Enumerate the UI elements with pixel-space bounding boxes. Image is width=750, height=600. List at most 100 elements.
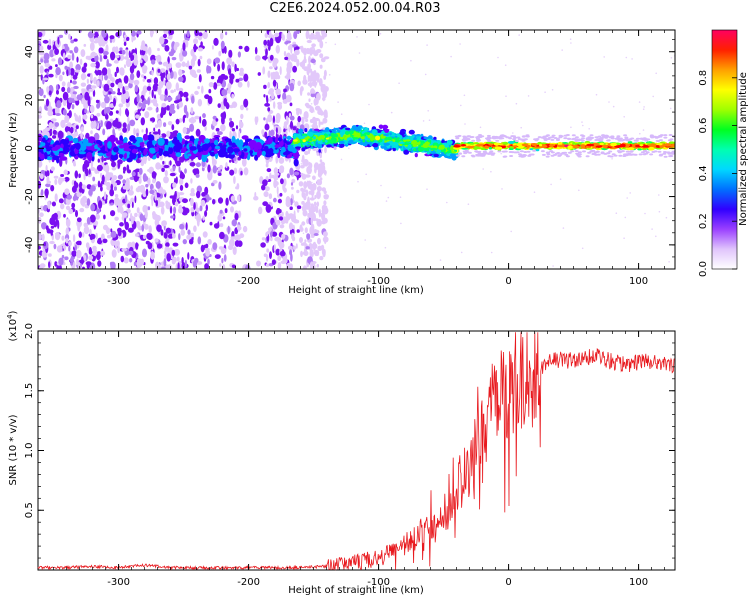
spectrogram-cell	[171, 249, 176, 257]
spectrogram-cell	[234, 212, 239, 221]
spectrogram-cell	[80, 82, 87, 87]
spectrogram-cell	[307, 212, 311, 219]
spectrogram-cell	[166, 96, 173, 102]
spectrogram-cell	[90, 130, 93, 135]
spectrogram-cell	[269, 98, 272, 102]
spectrogram-cell	[552, 265, 554, 267]
spectrogram-cell	[220, 73, 226, 78]
spectrogram-cell	[100, 186, 103, 192]
spectrogram-cell	[270, 129, 275, 137]
spectrogram-cell	[152, 131, 159, 135]
spectrogram-cell	[171, 57, 177, 61]
spectrogram-cell	[588, 128, 590, 130]
spectrogram-cell	[284, 56, 289, 61]
spectrogram-cell	[166, 105, 171, 111]
spectrogram-cell	[162, 33, 167, 39]
spectrogram-cell	[110, 228, 113, 233]
spectrogram-cell	[39, 212, 44, 217]
spectrogram-cell	[311, 116, 317, 125]
spectrogram-cell	[497, 56, 499, 59]
spectrogram-cell	[51, 201, 57, 207]
spectrogram-cell	[190, 187, 195, 195]
spectrogram-cell	[44, 127, 51, 132]
spectrogram-cell	[165, 227, 172, 234]
spectrogram-cell	[278, 209, 282, 214]
spectrogram-cell	[81, 184, 86, 190]
spectrogram-cell	[54, 144, 61, 150]
spectrogram-cell	[658, 194, 660, 196]
spectrogram-cell	[182, 42, 186, 51]
spectrogram-cell	[173, 44, 178, 51]
spectrogram-cell	[206, 58, 212, 65]
spectrogram-cell	[205, 204, 208, 212]
spectrogram-cell	[615, 212, 618, 214]
spectrogram-cell	[221, 89, 228, 97]
spectrogram-cell	[209, 221, 213, 226]
spectrogram-cell	[123, 170, 126, 174]
spectrogram-cell	[178, 69, 183, 76]
spectrogram-cell	[189, 192, 196, 197]
spectrogram-cell	[265, 163, 269, 168]
spectrogram-cell	[58, 257, 64, 266]
spectrogram-cell	[313, 205, 318, 212]
spectrogram-cell	[264, 186, 270, 192]
spectrogram-cell	[80, 132, 83, 140]
spectrogram-cell	[271, 92, 275, 100]
spectrogram-cell	[65, 205, 71, 211]
spectrogram-cell	[73, 46, 79, 54]
spectrogram-cell	[74, 69, 81, 73]
spectrogram-cell	[62, 52, 66, 60]
spectrogram-cell	[123, 145, 129, 152]
spectrogram-cell	[115, 46, 119, 54]
spectrogram-cell	[611, 158, 613, 160]
spectrogram-cell	[48, 261, 51, 269]
spectrogram-cell	[316, 201, 320, 207]
spectrogram-cell	[236, 67, 239, 72]
spectrogram-cell	[110, 261, 116, 269]
spectrogram-cell	[170, 89, 175, 94]
spectrogram-cell	[117, 161, 121, 169]
spectrogram-cell	[324, 174, 327, 176]
spectrogram-cell	[316, 152, 320, 156]
spectrogram-cell	[48, 122, 54, 130]
spectrogram-cell	[78, 187, 83, 193]
spectrogram-cell	[372, 143, 379, 148]
spectrogram-cell	[639, 132, 641, 135]
spectrogram-cell	[233, 176, 236, 184]
spectrogram-cell	[302, 251, 309, 256]
spectrogram-cell	[322, 231, 328, 237]
spectrogram-cell	[57, 220, 60, 230]
spectrogram-cell	[110, 210, 116, 217]
spectrogram-cell	[451, 151, 456, 154]
spectrogram-cell	[135, 233, 139, 237]
spectrogram-cell	[317, 144, 323, 149]
spectrogram-cell	[178, 101, 183, 108]
spectrogram-cell	[219, 209, 223, 214]
spectrogram-cell	[95, 213, 100, 220]
spectrogram-cell	[460, 104, 462, 107]
spectrogram-cell	[78, 151, 86, 155]
spectrogram-cell	[365, 173, 368, 176]
spectrogram-cell	[296, 189, 300, 194]
spectrogram-cell	[313, 249, 320, 256]
spectrogram-cell	[106, 44, 109, 53]
spectrogram-cell	[312, 175, 316, 181]
spectrogram-cell	[131, 148, 138, 154]
spectrogram-cell	[214, 145, 221, 150]
spectrogram-cell	[197, 98, 203, 107]
spectrogram-cell	[65, 218, 71, 228]
spectrogram-cell	[158, 148, 163, 157]
spectrogram-cell	[97, 260, 102, 267]
spectrogram-cell	[92, 176, 96, 182]
spectrogram-cell	[158, 36, 165, 45]
spectrogram-cell	[95, 61, 100, 69]
spectrogram-cell	[265, 94, 269, 101]
spectrogram-cell	[106, 124, 109, 130]
spectrogram-cell	[286, 65, 292, 74]
spectrogram-cell	[38, 114, 43, 119]
spectrogram-cell	[665, 216, 668, 219]
spectrogram-cell	[357, 125, 363, 128]
spectrogram-cell	[88, 168, 91, 175]
spectrogram-cell	[173, 100, 180, 104]
spectrogram-cell	[237, 225, 241, 232]
